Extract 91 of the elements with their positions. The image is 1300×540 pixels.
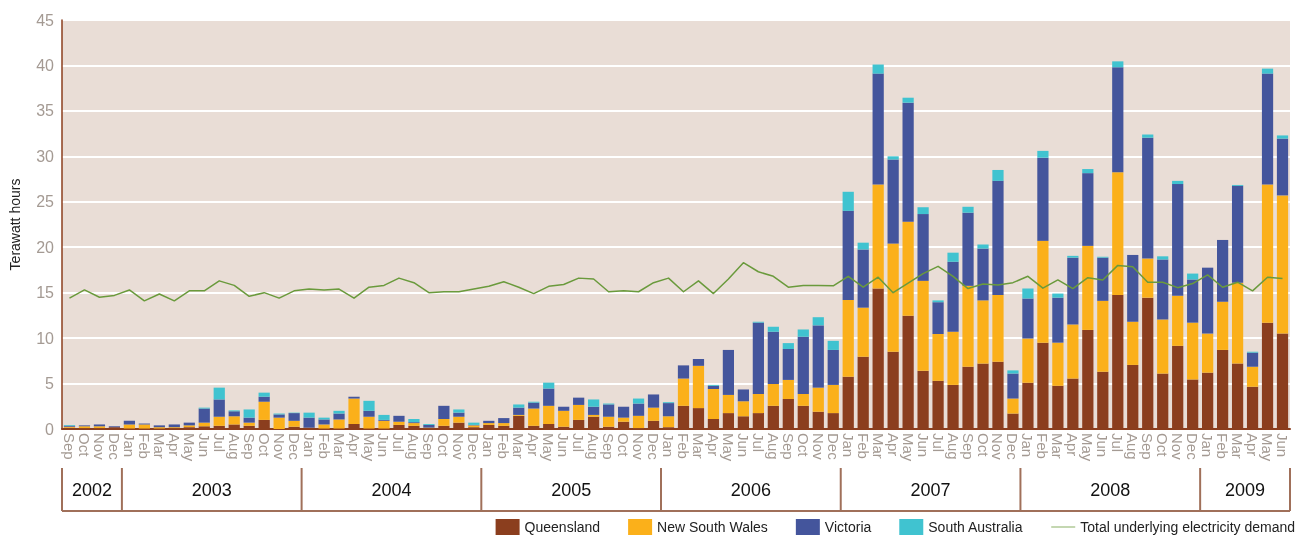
x-tick-label: Jan: [120, 433, 138, 458]
x-tick-label: Jun: [375, 433, 393, 458]
x-tick-label: Dec: [1184, 433, 1202, 461]
x-tick-label: Nov: [270, 433, 288, 461]
x-tick-label: Mar: [1229, 433, 1247, 459]
x-tick-label: Jan: [300, 433, 318, 458]
x-tick-label: Oct: [615, 433, 633, 458]
legend-label: New South Wales: [657, 519, 768, 535]
x-tick-label: Nov: [450, 433, 468, 461]
x-tick-label: Mar: [510, 433, 528, 459]
x-tick-label: May: [1079, 433, 1097, 462]
x-tick-label: Sep: [779, 433, 797, 460]
x-tick-label: Jan: [1019, 433, 1037, 458]
x-tick-label: Oct: [435, 433, 453, 458]
x-tick-label: Jun: [914, 433, 932, 458]
y-tick-label: 35: [36, 102, 55, 120]
x-tick-label: May: [899, 433, 917, 462]
x-tick-label: Jul: [1109, 433, 1127, 453]
x-tick-label: Nov: [630, 433, 648, 461]
text: 2009: [1225, 479, 1266, 500]
x-tick-label: Jul: [929, 433, 947, 453]
x-tick-label: Jun: [1274, 433, 1292, 458]
x-tick-label: Feb: [854, 433, 872, 459]
x-tick-label: Oct: [1154, 433, 1172, 458]
y-tick-label: 40: [36, 56, 55, 74]
x-tick-label: Sep: [1139, 433, 1157, 460]
text: 2006: [730, 479, 771, 500]
x-tick-label: Sep: [60, 433, 78, 460]
x-tick-label: Mar: [150, 433, 168, 459]
x-tick-label: Sep: [420, 433, 438, 460]
y-tick-label: 5: [45, 375, 55, 393]
legend-label: South Australia: [928, 519, 1023, 535]
x-tick-label: Jul: [570, 433, 588, 453]
x-tick-label: Sep: [240, 433, 258, 460]
x-tick-label: Dec: [465, 433, 483, 461]
x-tick-label: Jan: [1199, 433, 1217, 458]
x-tick-label: Mar: [1049, 433, 1067, 459]
legend-label: Queensland: [524, 519, 601, 535]
x-tick-label: Oct: [974, 433, 992, 458]
x-tick-label: Nov: [1169, 433, 1187, 461]
x-tick-label: Oct: [75, 433, 93, 458]
y-axis-title: Terawatt hours: [7, 178, 23, 271]
x-tick-label: Jun: [1094, 433, 1112, 458]
x-tick-label: Nov: [809, 433, 827, 461]
x-tick-label: Feb: [1034, 433, 1052, 459]
x-tick-label: Feb: [1214, 433, 1232, 459]
text: 2007: [910, 479, 951, 500]
x-tick-label: Nov: [90, 433, 108, 461]
x-tick-label: Oct: [255, 433, 273, 458]
x-tick-label: Jun: [195, 433, 213, 458]
x-tick-label: Jan: [480, 433, 498, 458]
x-tick-label: Sep: [600, 433, 618, 460]
x-tick-label: Feb: [495, 433, 513, 459]
x-tick-label: Dec: [645, 433, 663, 461]
x-tick-label: May: [180, 433, 198, 462]
legend-label: Total underlying electricity demand: [1080, 519, 1295, 535]
x-tick-label: May: [1259, 433, 1277, 462]
y-tick-label: 25: [36, 193, 55, 211]
text: 2003: [191, 479, 232, 500]
x-tick-label: May: [719, 433, 737, 462]
x-tick-label: Dec: [1004, 433, 1022, 461]
y-tick-label: 10: [36, 329, 55, 347]
x-tick-label: May: [540, 433, 558, 462]
x-tick-label: Dec: [824, 433, 842, 461]
text: 2002: [71, 479, 112, 500]
x-tick-label: Jul: [210, 433, 228, 453]
y-tick-label: 0: [45, 420, 55, 438]
x-tick-label: Mar: [330, 433, 348, 459]
x-tick-label: Jun: [555, 433, 573, 458]
x-tick-label: Dec: [105, 433, 123, 461]
legend-label: Victoria: [824, 519, 872, 535]
x-tick-label: Jul: [749, 433, 767, 453]
y-tick-label: 45: [36, 11, 55, 29]
text: 2005: [551, 479, 592, 500]
y-tick-label: 30: [36, 147, 55, 165]
text: 2008: [1090, 479, 1131, 500]
x-tick-label: Feb: [135, 433, 153, 459]
x-tick-label: Oct: [794, 433, 812, 458]
x-tick-label: Nov: [989, 433, 1007, 461]
x-tick-label: Jun: [734, 433, 752, 458]
y-tick-label: 20: [36, 238, 55, 256]
text: 2004: [371, 479, 412, 500]
x-tick-label: Sep: [959, 433, 977, 460]
x-tick-label: Jul: [390, 433, 408, 453]
x-tick-label: Feb: [315, 433, 333, 459]
y-tick-label: 15: [36, 284, 55, 302]
x-tick-label: Jan: [839, 433, 857, 458]
x-tick-label: Mar: [689, 433, 707, 459]
x-tick-label: Dec: [285, 433, 303, 461]
x-tick-label: May: [360, 433, 378, 462]
x-tick-label: Mar: [869, 433, 887, 459]
